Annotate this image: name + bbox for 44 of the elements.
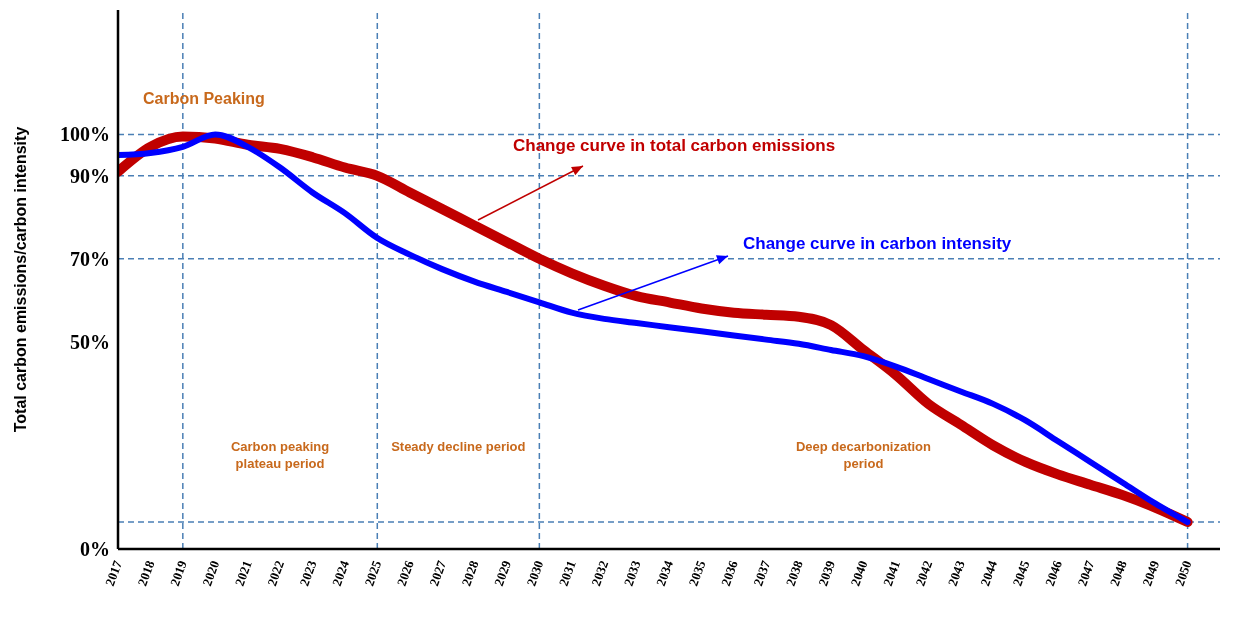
x-tick-label: 2019 (166, 557, 191, 588)
x-tick-label: 2029 (491, 557, 515, 588)
x-tick-label: 2037 (750, 557, 774, 588)
x-tick-label: 2047 (1074, 557, 1098, 588)
x-tick-label: 2043 (944, 557, 968, 588)
x-tick-label: 2045 (1009, 557, 1033, 588)
annotation: Carbon Peaking (143, 90, 265, 108)
x-tick-label: 2022 (264, 558, 288, 588)
x-tick-label: 2049 (1139, 557, 1163, 588)
annotation: Carbon peaking plateau period (229, 437, 331, 472)
text: Change curve in total carbon emissions (513, 136, 836, 156)
annotation: Steady decline period (390, 437, 527, 455)
y-axis-title: Total carbon emissions/carbon intensity (11, 126, 29, 433)
x-tick-label: 2031 (555, 558, 579, 588)
x-tick-label: 2020 (199, 558, 223, 588)
annotation: Deep decarbonization period (794, 437, 932, 472)
y-tick-label: 90% (70, 164, 110, 187)
x-tick-label: 2044 (977, 557, 1001, 588)
x-tick-label: 2038 (782, 557, 806, 588)
x-tick-label: 2032 (588, 558, 612, 588)
text: Change curve in carbon intensity (743, 234, 1012, 254)
x-tick-label: 2033 (620, 557, 644, 588)
x-tick-label: 2026 (393, 557, 417, 588)
x-tick-label: 2030 (523, 558, 547, 588)
x-tick-label: 2039 (815, 557, 839, 588)
x-tick-label: 2028 (458, 557, 482, 588)
x-tick-label: 2034 (653, 557, 677, 588)
x-tick-label: 2025 (361, 557, 385, 588)
x-tick-label: 2035 (685, 557, 709, 588)
x-tick-label: 2041 (879, 558, 903, 588)
y-tick-label: 100% (60, 123, 110, 146)
x-tick-label: 2021 (231, 558, 255, 588)
x-tick-label: 2046 (1042, 557, 1066, 588)
y-tick-label: 70% (70, 247, 110, 270)
x-tick-label: 2027 (426, 557, 450, 588)
y-tick-label: 50% (70, 330, 110, 353)
x-tick-label: 2042 (912, 558, 936, 588)
x-tick-label: 2024 (328, 557, 353, 588)
x-tick-label: 2050 (1171, 558, 1195, 588)
x-tick-label: 2048 (1106, 557, 1130, 588)
x-tick-label: 2018 (134, 557, 158, 588)
x-tick-label: 2023 (296, 557, 320, 588)
x-tick-label: 2040 (847, 558, 871, 588)
x-tick-label: 2036 (717, 557, 742, 588)
